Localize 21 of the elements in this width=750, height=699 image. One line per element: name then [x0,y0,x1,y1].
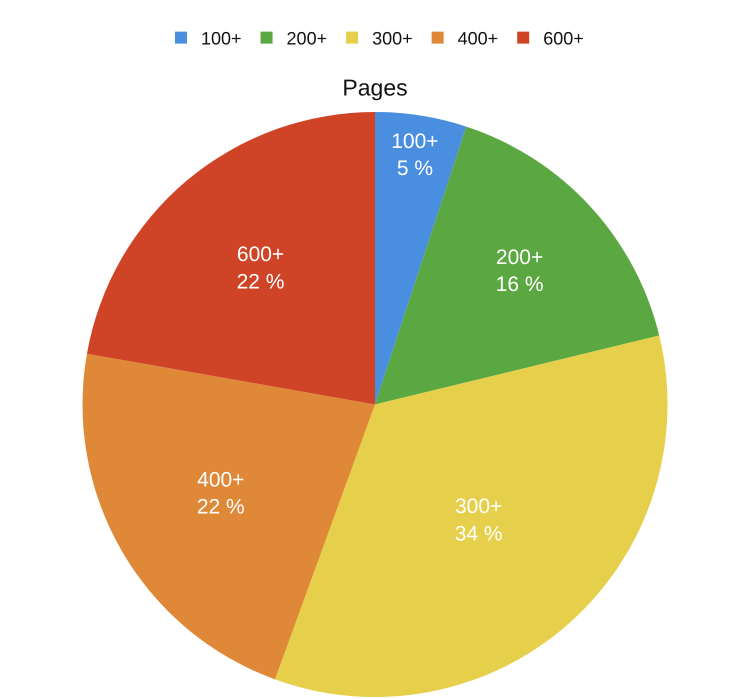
data-label: 16 % [496,273,544,296]
legend-label: 100+ [201,28,242,49]
pie-slice [274,336,668,697]
legend-label: 400+ [458,28,498,49]
data-label: 22 % [196,496,245,519]
data-label: 34 % [454,522,503,546]
pie-slice [375,126,660,404]
legend-label: 600+ [543,28,584,49]
legend-label: 300+ [372,28,413,49]
slice-label: 200+ [496,246,544,269]
pie-slice [375,112,466,404]
pie-slice [82,354,375,680]
legend-label: 200+ [286,28,328,49]
slice-label: 300+ [455,495,502,518]
pie-slice [86,112,375,404]
data-label: 5 % [396,157,434,180]
slice-label: 100+ [391,130,439,153]
data-label: 22 % [236,270,284,294]
slice-label: 600+ [236,242,284,266]
text: Pages [342,74,408,100]
slice-label: 400+ [197,468,244,492]
